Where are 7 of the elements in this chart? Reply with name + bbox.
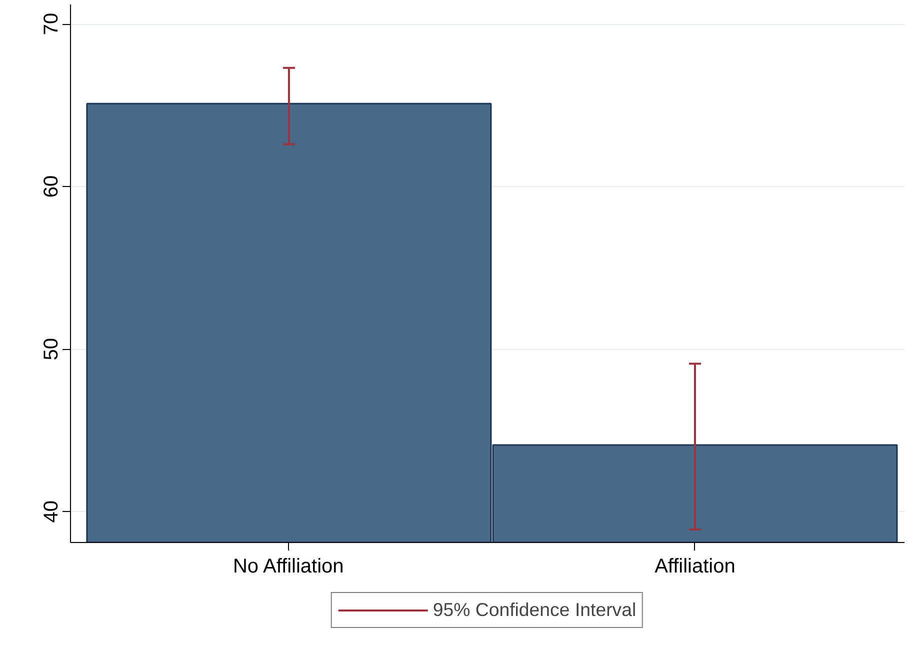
x-tick-label: Affiliation — [654, 556, 736, 578]
y-tick-label: 40 — [40, 500, 62, 523]
x-tick-label: No Affiliation — [232, 556, 344, 578]
y-tick-label: 60 — [40, 175, 62, 198]
y-tick-label: 50 — [40, 338, 62, 360]
text: 95% Confidence Interval — [432, 599, 636, 621]
y-tick-label: 70 — [40, 12, 62, 36]
